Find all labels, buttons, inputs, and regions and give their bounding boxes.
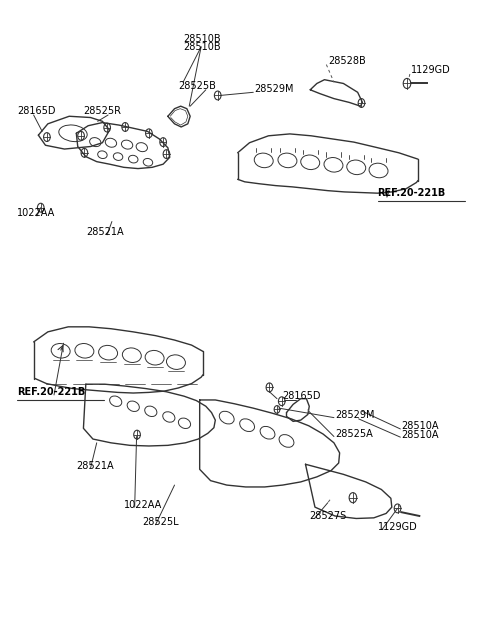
Text: 28525A: 28525A xyxy=(335,429,372,439)
Text: 28521A: 28521A xyxy=(76,460,114,471)
Text: 28529M: 28529M xyxy=(254,84,294,94)
Text: 1022AA: 1022AA xyxy=(17,209,55,218)
Text: 28165D: 28165D xyxy=(283,391,321,401)
Text: 28510A: 28510A xyxy=(401,422,439,431)
Text: 28525R: 28525R xyxy=(84,106,121,116)
Text: REF.20-221B: REF.20-221B xyxy=(378,188,446,198)
Text: 28527S: 28527S xyxy=(309,511,346,521)
Text: 28529M: 28529M xyxy=(335,410,374,420)
Text: 28525L: 28525L xyxy=(143,517,180,527)
Text: 1022AA: 1022AA xyxy=(124,501,162,510)
Text: 28521A: 28521A xyxy=(86,227,123,237)
Text: 28510A: 28510A xyxy=(401,430,439,439)
Text: 1129GD: 1129GD xyxy=(378,522,417,532)
Text: 28528B: 28528B xyxy=(328,56,366,66)
Text: 1129GD: 1129GD xyxy=(411,66,451,75)
Text: REF.20-221B: REF.20-221B xyxy=(17,387,85,397)
Text: 28510B: 28510B xyxy=(183,42,221,52)
Text: 28525B: 28525B xyxy=(179,81,216,91)
Text: 28510B: 28510B xyxy=(183,34,221,44)
Text: 28165D: 28165D xyxy=(17,106,56,116)
